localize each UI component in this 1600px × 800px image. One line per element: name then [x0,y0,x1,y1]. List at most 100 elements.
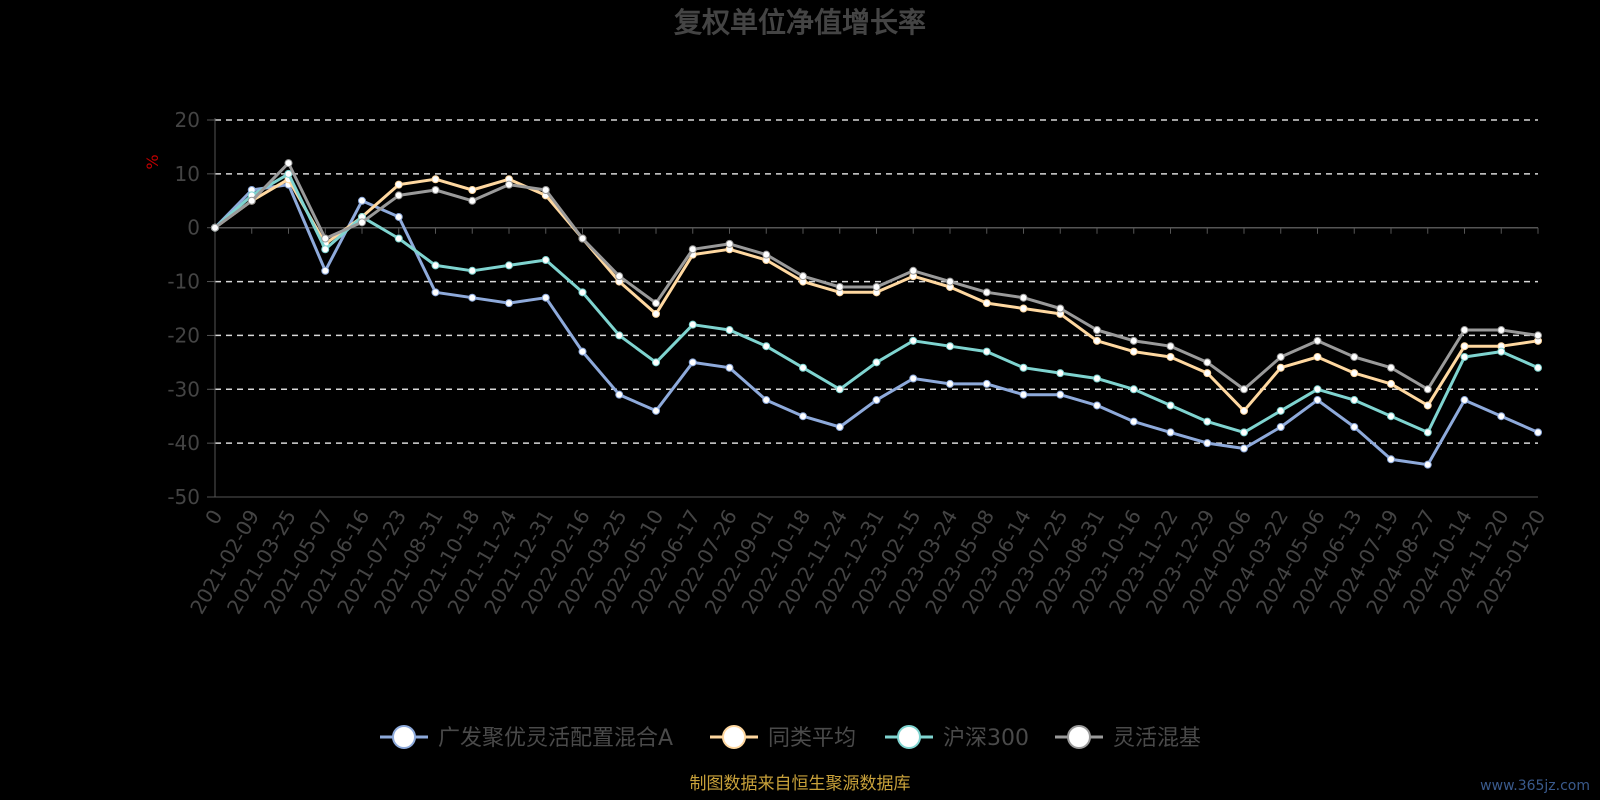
data-point-0-14 [725,363,734,372]
data-point-0-25 [1129,417,1138,426]
y-axis-unit: % [143,154,162,169]
x-tick-label-0: 0 [200,506,227,529]
data-point-2-28 [1240,428,1248,437]
chart-title: 复权单位净值增长率 [674,6,926,39]
legend-item-0[interactable]: 广发聚优灵活配置混合A [380,725,673,751]
y-tick-label-2: 0 [187,216,200,240]
y-tick-label-1: 10 [175,162,200,186]
data-point-3-29 [1276,352,1285,361]
data-point-3-33 [1423,385,1432,394]
legend-label-1: 同类平均 [768,726,856,751]
series-line-3 [214,161,1539,391]
data-point-3-5 [394,191,403,200]
legend-label-0: 广发聚优灵活配置混合A [438,726,673,751]
legend-marker-1 [722,725,746,749]
data-point-2-11 [615,331,624,340]
legend-marker-2 [897,725,921,749]
data-point-2-25 [1129,385,1138,394]
data-point-2-31 [1350,396,1359,405]
data-point-2-35 [1497,347,1506,356]
data-point-2-29 [1276,406,1285,415]
data-point-0-31 [1350,422,1359,431]
data-point-1-33 [1423,401,1432,410]
data-point-3-26 [1166,342,1175,351]
data-point-2-5 [394,234,403,243]
legend-item-1[interactable]: 同类平均 [710,725,856,751]
data-point-2-2 [284,169,293,178]
data-point-0-23 [1056,390,1065,399]
data-point-3-32 [1387,363,1395,372]
data-point-1-22 [1019,304,1028,313]
data-point-1-27 [1203,369,1212,378]
data-point-2-20 [946,342,954,351]
data-point-3-10 [578,234,587,243]
data-point-1-30 [1313,352,1322,361]
data-point-0-28 [1240,444,1248,453]
data-point-3-8 [505,180,513,189]
data-point-3-1 [247,196,256,205]
series-line-2 [214,172,1539,434]
legend-item-3[interactable]: 灵活混基 [1055,725,1201,751]
y-tick-label-3: -10 [167,270,200,294]
series-lines [211,159,1542,469]
data-point-3-28 [1240,385,1248,394]
watermark: www.365jz.com [1480,778,1590,794]
data-point-1-7 [468,186,477,195]
data-point-0-16 [799,412,807,421]
data-point-2-19 [909,336,918,345]
data-point-0-32 [1387,455,1395,464]
data-point-2-14 [725,326,734,335]
data-point-3-0 [211,223,219,232]
data-point-3-23 [1056,304,1065,313]
y-axis: 20 10 0 -10 -20 -30 -40 -50 [167,108,1538,509]
data-point-2-12 [652,358,660,367]
data-point-1-21 [982,299,991,308]
data-point-2-33 [1423,428,1432,437]
y-tick-label-6: -40 [167,431,200,455]
data-point-2-23 [1056,369,1065,378]
source-note: 制图数据来自恒生聚源数据库 [690,774,911,794]
data-point-3-7 [468,196,477,205]
y-tick-label-0: 20 [175,108,200,132]
data-point-3-15 [762,250,771,259]
data-point-2-30 [1313,385,1322,394]
data-point-0-29 [1276,422,1285,431]
series-line-0 [213,183,1539,467]
data-point-0-19 [909,374,918,383]
data-point-3-24 [1093,326,1101,335]
legend: 广发聚优灵活配置混合A 同类平均 沪深300 灵活混基 [380,725,1201,751]
data-point-1-5 [394,180,403,189]
legend-item-2[interactable]: 沪深300 [885,725,1029,751]
data-point-3-9 [541,186,550,195]
data-point-0-8 [505,299,513,308]
data-point-0-21 [982,379,991,388]
data-point-2-22 [1019,363,1028,372]
data-point-0-18 [872,396,881,405]
data-point-3-14 [725,239,734,248]
data-point-0-12 [652,406,660,415]
data-point-0-22 [1019,390,1028,399]
data-point-0-4 [358,196,366,205]
data-point-3-19 [909,266,918,275]
data-point-0-26 [1166,428,1175,437]
legend-label-2: 沪深300 [943,726,1029,751]
data-point-3-12 [652,299,660,308]
data-point-3-4 [358,218,366,227]
y-tick-label-5: -30 [167,377,200,401]
data-point-1-34 [1460,342,1469,351]
data-point-1-29 [1276,363,1285,372]
data-point-0-3 [321,266,330,275]
data-point-2-7 [468,266,477,275]
data-point-1-32 [1387,379,1395,388]
data-point-1-31 [1350,369,1359,378]
data-point-3-31 [1350,352,1359,361]
legend-label-3: 灵活混基 [1113,726,1201,751]
legend-marker-3 [1067,725,1091,749]
data-point-3-21 [982,288,991,297]
data-point-0-35 [1497,412,1506,421]
data-point-2-26 [1166,401,1175,410]
data-point-3-17 [835,282,844,291]
data-point-0-30 [1313,396,1322,405]
data-point-2-9 [541,256,550,265]
data-point-1-25 [1129,347,1138,356]
